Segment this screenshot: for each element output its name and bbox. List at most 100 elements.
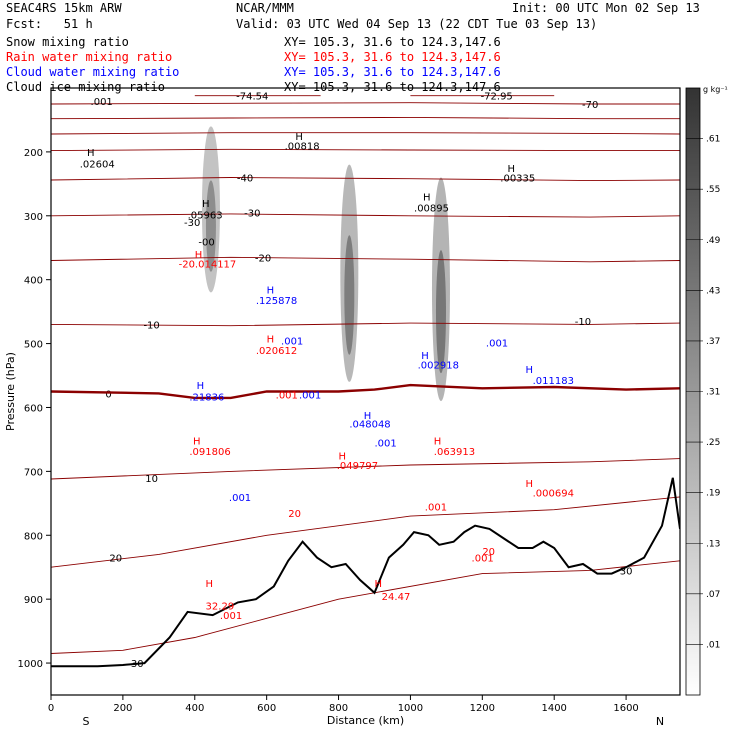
annotation-1: H xyxy=(87,148,95,159)
annotation-22: .001 xyxy=(276,391,298,402)
x-tick-label-2: 400 xyxy=(185,703,204,714)
annotation-38: H xyxy=(525,479,533,490)
isotherm-line-5 xyxy=(51,148,680,152)
colorbar-label-6: .37 xyxy=(706,337,720,347)
x-tick-label-3: 600 xyxy=(257,703,276,714)
annotation-48: 20 xyxy=(482,547,495,558)
isotherm-label-9: -10 xyxy=(143,320,159,331)
annotation-34: H xyxy=(339,451,347,462)
annotation-9: H xyxy=(295,132,303,143)
y-tick-label-5: 500 xyxy=(24,340,43,351)
forecast-hour: Fcst: 51 h xyxy=(6,17,93,31)
annotation-6: -00 xyxy=(198,237,214,248)
isotherm-label-7: -30 xyxy=(244,209,260,220)
snow-column-core-2 xyxy=(435,250,446,374)
model-title: SEAC4RS 15km ARW xyxy=(6,1,122,15)
annotation-16: .125878 xyxy=(256,296,297,307)
y-tick-label-7: 300 xyxy=(24,212,43,223)
isotherm-line-12 xyxy=(51,458,680,480)
terrain-line xyxy=(51,477,680,668)
annotation-14: .00335 xyxy=(500,173,535,184)
colorbar-label-4: .25 xyxy=(706,438,720,448)
isotherm-label-8: -20 xyxy=(255,253,271,264)
x-tick-label-5: 1000 xyxy=(398,703,423,714)
snow-column-core-1 xyxy=(344,235,355,355)
isotherm-line-4 xyxy=(51,132,680,135)
annotation-7: H xyxy=(195,250,203,261)
annotation-3: H xyxy=(202,199,210,210)
annotation-33: .091806 xyxy=(189,447,230,458)
annotation-11: H xyxy=(423,193,431,204)
isotherm-label-15: 30 xyxy=(620,566,633,577)
isotherm-label-1: -74.54 xyxy=(236,92,268,103)
annotation-layer: .001H.02604H.05963-30-00H-20.014117H.008… xyxy=(80,97,574,622)
annotation-35: .049797 xyxy=(337,461,378,472)
colorbar-label-0: .01 xyxy=(706,640,720,650)
annotation-17: H xyxy=(267,334,275,345)
annotation-29: .001 xyxy=(486,338,508,349)
annotation-0: .001 xyxy=(91,97,113,108)
field-rain-xy: XY= 105.3, 31.6 to 124.3,147.6 xyxy=(284,50,501,64)
x-axis-label: Distance (km) xyxy=(327,714,404,727)
annotation-13: H xyxy=(507,164,515,175)
isotherm-label-12: 10 xyxy=(145,474,158,485)
annotation-46: H xyxy=(374,579,382,590)
snow-shading-layer xyxy=(201,126,450,402)
isotherm-line-0 xyxy=(51,102,680,105)
axis-layer: 0 200 400 600 800 1000 1200 1400 160010009008007… xyxy=(4,148,664,728)
y-tick-label-2: 800 xyxy=(24,531,43,542)
annotation-21: .21836 xyxy=(189,393,224,404)
isotherm-line-8 xyxy=(51,256,680,263)
annotation-32: H xyxy=(193,437,201,448)
colorbar-label-8: .49 xyxy=(706,236,721,246)
field-snow-name: Snow mixing ratio xyxy=(6,35,129,49)
freezing-level-line xyxy=(51,383,680,400)
valid-time: Valid: 03 UTC Wed 04 Sep 13 (22 CDT Tue … xyxy=(236,17,598,31)
snow-column-core-0 xyxy=(205,180,216,272)
y-tick-label-0: 1000 xyxy=(18,659,43,670)
annotation-31: .011183 xyxy=(533,376,574,387)
annotation-5: -30 xyxy=(184,218,200,229)
annotation-2: .02604 xyxy=(80,159,115,170)
field-cloudwater-name: Cloud water mixing ratio xyxy=(6,65,180,79)
x-tick-label-0: 0 xyxy=(48,703,54,714)
x-tick-label-8: 1600 xyxy=(613,703,638,714)
y-tick-label-8: 200 xyxy=(24,148,43,159)
x-tick-label-7: 1400 xyxy=(541,703,566,714)
annotation-30: H xyxy=(525,365,533,376)
annotation-12: .00895 xyxy=(414,203,449,214)
field-snow-xy: XY= 105.3, 31.6 to 124.3,147.6 xyxy=(284,35,501,49)
annotation-39: .000694 xyxy=(533,488,574,499)
annotation-19: .020612 xyxy=(256,346,297,357)
org-title: NCAR/MMM xyxy=(236,1,294,15)
isotherm-label-6: -40 xyxy=(237,173,253,184)
annotation-40: .001 xyxy=(425,503,447,514)
annotation-25: .048048 xyxy=(349,419,390,430)
colorbar-label-3: .19 xyxy=(706,489,721,499)
annotation-41: 20 xyxy=(288,509,301,520)
isotherm-line-9 xyxy=(51,322,680,327)
colorbar-label-9: .55 xyxy=(706,185,720,195)
colorbar: .01 .07 .13 .19 .25 .31 .37 .43 .49 .55 .61 g kg⁻¹ xyxy=(685,85,728,696)
isotherm-label-2: -72.95 xyxy=(481,92,513,103)
y-axis-label: Pressure (hPa) xyxy=(4,352,17,431)
isotherm-label-13: 20 xyxy=(109,554,122,565)
field-cloudice-xy: XY= 105.3, 31.6 to 124.3,147.6 xyxy=(284,80,501,94)
annotation-28: .002918 xyxy=(418,361,459,372)
annotation-24: H xyxy=(364,411,372,422)
annotation-45: .001 xyxy=(220,611,242,622)
south-label: S xyxy=(83,715,90,728)
isotherm-line-7 xyxy=(51,213,680,218)
y-tick-label-1: 900 xyxy=(24,595,43,606)
x-tick-label-6: 1200 xyxy=(470,703,495,714)
x-tick-label-1: 200 xyxy=(113,703,132,714)
y-tick-label-6: 400 xyxy=(24,276,43,287)
field-cloudice-name: Cloud ice mixing ratio xyxy=(6,80,165,94)
annotation-26: .001 xyxy=(374,439,396,450)
isotherm-line-6 xyxy=(51,177,680,182)
colorbar-label-2: .13 xyxy=(706,539,720,549)
y-tick-label-3: 700 xyxy=(24,467,43,478)
colorbar-label-1: .07 xyxy=(706,590,720,600)
